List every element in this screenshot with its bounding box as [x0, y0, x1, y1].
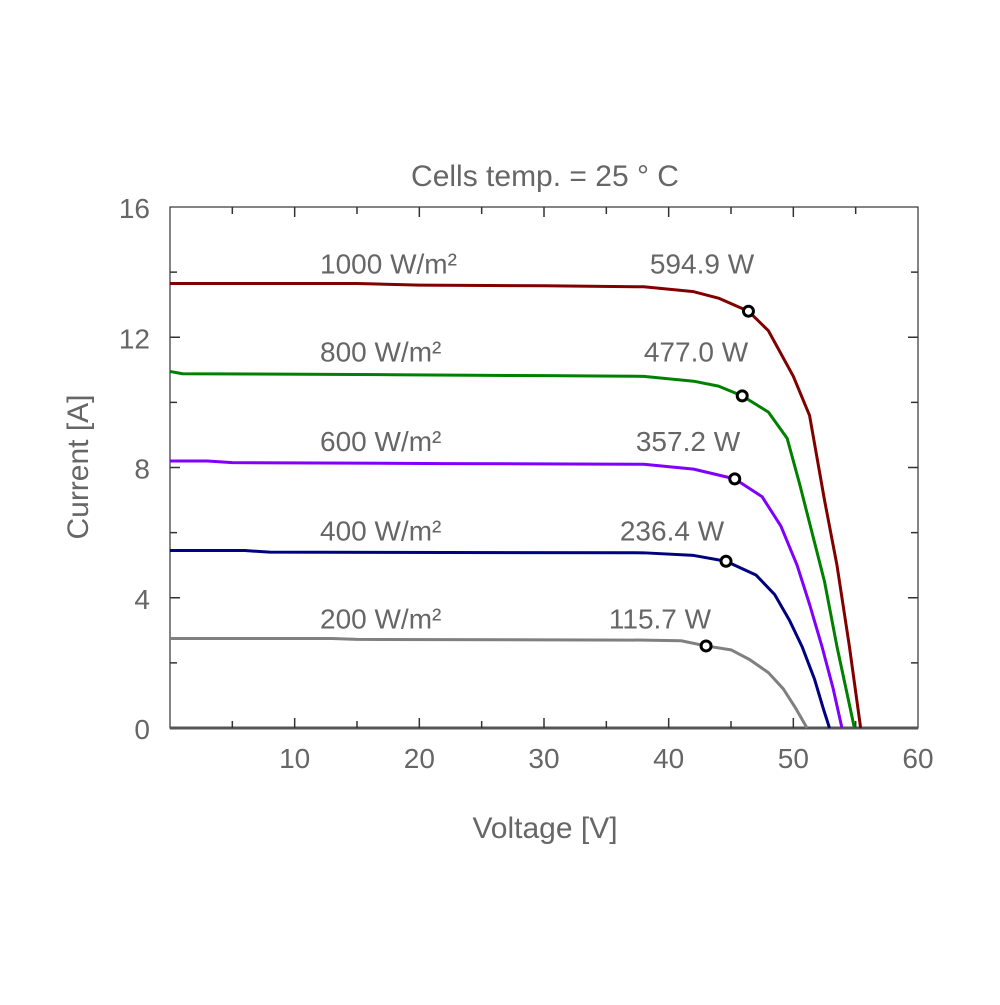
- x-tick-label: 10: [279, 743, 310, 774]
- series-label: 400 W/m²: [320, 516, 441, 547]
- series-line: [170, 459, 844, 729]
- x-tick-label: 30: [528, 743, 559, 774]
- power-label: 115.7 W: [609, 603, 712, 634]
- y-tick-label: 12: [119, 323, 150, 354]
- x-tick-label: 20: [404, 743, 435, 774]
- series-3: 400 W/m² 236.4 W: [170, 516, 831, 729]
- series-2: 600 W/m² 357.2 W: [170, 426, 844, 729]
- series-label: 200 W/m²: [320, 603, 441, 634]
- y-axis-label: Current [A]: [62, 394, 95, 539]
- y-tick-label: 0: [134, 714, 150, 745]
- power-label: 236.4 W: [620, 516, 725, 547]
- chart-title: Cells temp. = 25 ° C: [411, 160, 679, 193]
- power-label: 594.9 W: [650, 249, 755, 280]
- series-label: 800 W/m²: [320, 336, 441, 367]
- mpp-marker: [699, 639, 713, 653]
- series-label: 1000 W/m²: [320, 249, 457, 280]
- series-label: 600 W/m²: [320, 426, 441, 457]
- series-1: 800 W/m² 477.0 W: [169, 336, 856, 729]
- y-tick-label: 4: [134, 584, 150, 615]
- series-4: 200 W/m² 115.7 W: [170, 603, 809, 729]
- mpp-marker: [735, 389, 749, 403]
- series-line: [170, 549, 831, 729]
- power-label: 357.2 W: [636, 426, 741, 457]
- series-0: 1000 W/m² 594.9 W: [170, 249, 863, 729]
- series-line: [170, 282, 863, 729]
- series-line: [169, 369, 856, 729]
- y-tick-label: 16: [119, 193, 150, 224]
- mpp-marker: [719, 554, 733, 568]
- series-line: [170, 636, 809, 729]
- x-tick-label: 40: [653, 743, 684, 774]
- y-tick-label: 8: [134, 454, 150, 485]
- mpp-marker: [741, 304, 755, 318]
- x-axis-label: Voltage [V]: [472, 812, 617, 845]
- power-label: 477.0 W: [644, 336, 749, 367]
- mpp-marker: [728, 472, 742, 486]
- x-tick-label: 50: [778, 743, 809, 774]
- x-tick-label: 60: [902, 743, 933, 774]
